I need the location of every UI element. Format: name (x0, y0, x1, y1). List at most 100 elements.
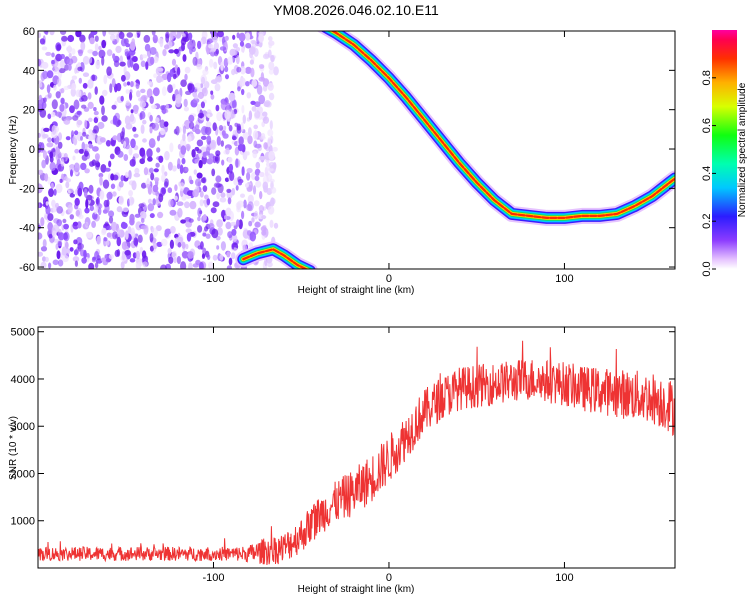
noise-speck (238, 136, 244, 146)
noise-speck (267, 82, 274, 91)
noise-speck (60, 158, 65, 167)
noise-speck (198, 261, 204, 269)
noise-speck (129, 116, 136, 125)
noise-speck (212, 201, 220, 208)
noise-speck (47, 176, 51, 185)
noise-speck (140, 225, 148, 230)
noise-speck (91, 220, 96, 228)
snr-series-line (38, 340, 675, 565)
noise-speck (226, 265, 232, 269)
noise-speck (214, 50, 219, 57)
noise-speck (112, 135, 118, 141)
noise-speck (259, 191, 263, 200)
noise-speck (228, 124, 233, 132)
noise-speck (60, 53, 65, 60)
noise-speck (251, 217, 255, 223)
noise-speck (255, 180, 262, 188)
noise-speck (186, 232, 192, 242)
noise-speck (132, 56, 138, 63)
noise-speck (165, 33, 170, 43)
noise-speck (46, 84, 51, 94)
noise-speck (102, 89, 108, 97)
noise-speck (206, 198, 211, 206)
noise-speck (152, 122, 160, 131)
noise-speck (248, 242, 253, 249)
noise-speck (182, 125, 186, 135)
noise-speck (91, 74, 96, 82)
noise-speck (83, 188, 88, 198)
noise-speck (258, 94, 266, 105)
snr-x-ticks: -100 0 100 (202, 327, 574, 584)
noise-speck (197, 225, 203, 233)
noise-speck (215, 175, 222, 183)
noise-speck (175, 94, 182, 104)
noise-speck (73, 99, 80, 110)
noise-speck (249, 59, 254, 65)
noise-speck (141, 54, 148, 59)
noise-speck (232, 34, 236, 40)
noise-speck (141, 182, 147, 189)
noise-speck (73, 162, 80, 173)
noise-speck (45, 51, 52, 56)
noise-speck (216, 245, 220, 250)
noise-speck (47, 222, 53, 232)
noise-speck (103, 237, 108, 242)
noise-speck (235, 158, 239, 169)
noise-speck (111, 104, 117, 110)
noise-speck (198, 159, 203, 169)
noise-speck (42, 150, 48, 159)
y-tick-label: 0 (29, 144, 35, 156)
noise-speck (52, 230, 57, 238)
noise-speck (168, 49, 175, 54)
noise-speck (172, 165, 177, 172)
noise-speck (135, 250, 140, 260)
noise-speck (226, 188, 232, 193)
noise-speck (127, 226, 132, 234)
noise-speck (247, 135, 253, 145)
noise-speck (63, 85, 70, 91)
noise-speck (219, 197, 227, 203)
noise-speck (253, 47, 259, 57)
noise-speck (131, 38, 136, 46)
noise-speck (85, 231, 93, 239)
noise-speck (180, 145, 187, 155)
noise-speck (210, 139, 217, 150)
noise-speck (128, 170, 132, 180)
noise-speck (40, 246, 48, 252)
noise-speck (48, 262, 52, 269)
noise-speck (90, 31, 98, 36)
noise-speck (73, 249, 79, 256)
noise-speck (139, 111, 146, 120)
noise-speck (60, 97, 65, 105)
snr-x-label: Height of straight line (km) (298, 584, 415, 595)
noise-speck (88, 262, 95, 269)
noise-speck (254, 175, 260, 182)
noise-speck (181, 157, 186, 165)
noise-speck (169, 239, 174, 249)
noise-speck (88, 129, 93, 135)
noise-speck (99, 190, 105, 200)
noise-speck (267, 129, 274, 137)
noise-speck (123, 82, 128, 87)
noise-speck (59, 59, 65, 69)
noise-speck (112, 191, 117, 197)
noise-speck (83, 249, 87, 259)
noise-speck (221, 159, 225, 166)
noise-speck (106, 191, 113, 200)
noise-speck (211, 168, 216, 177)
colorbar: 0.0 0.2 0.4 0.6 0.8 Normalized spectral ampl… (701, 30, 748, 277)
noise-speck (63, 223, 69, 230)
noise-speck (241, 210, 245, 220)
noise-speck (82, 72, 90, 77)
noise-speck (252, 150, 258, 159)
noise-speck (82, 55, 90, 65)
noise-speck (267, 261, 273, 268)
noise-speck (70, 87, 77, 97)
noise-speck (236, 66, 242, 73)
noise-speck (219, 254, 224, 261)
noise-speck (99, 176, 103, 186)
noise-speck (66, 58, 74, 66)
noise-speck (76, 120, 83, 126)
noise-speck (159, 39, 164, 48)
